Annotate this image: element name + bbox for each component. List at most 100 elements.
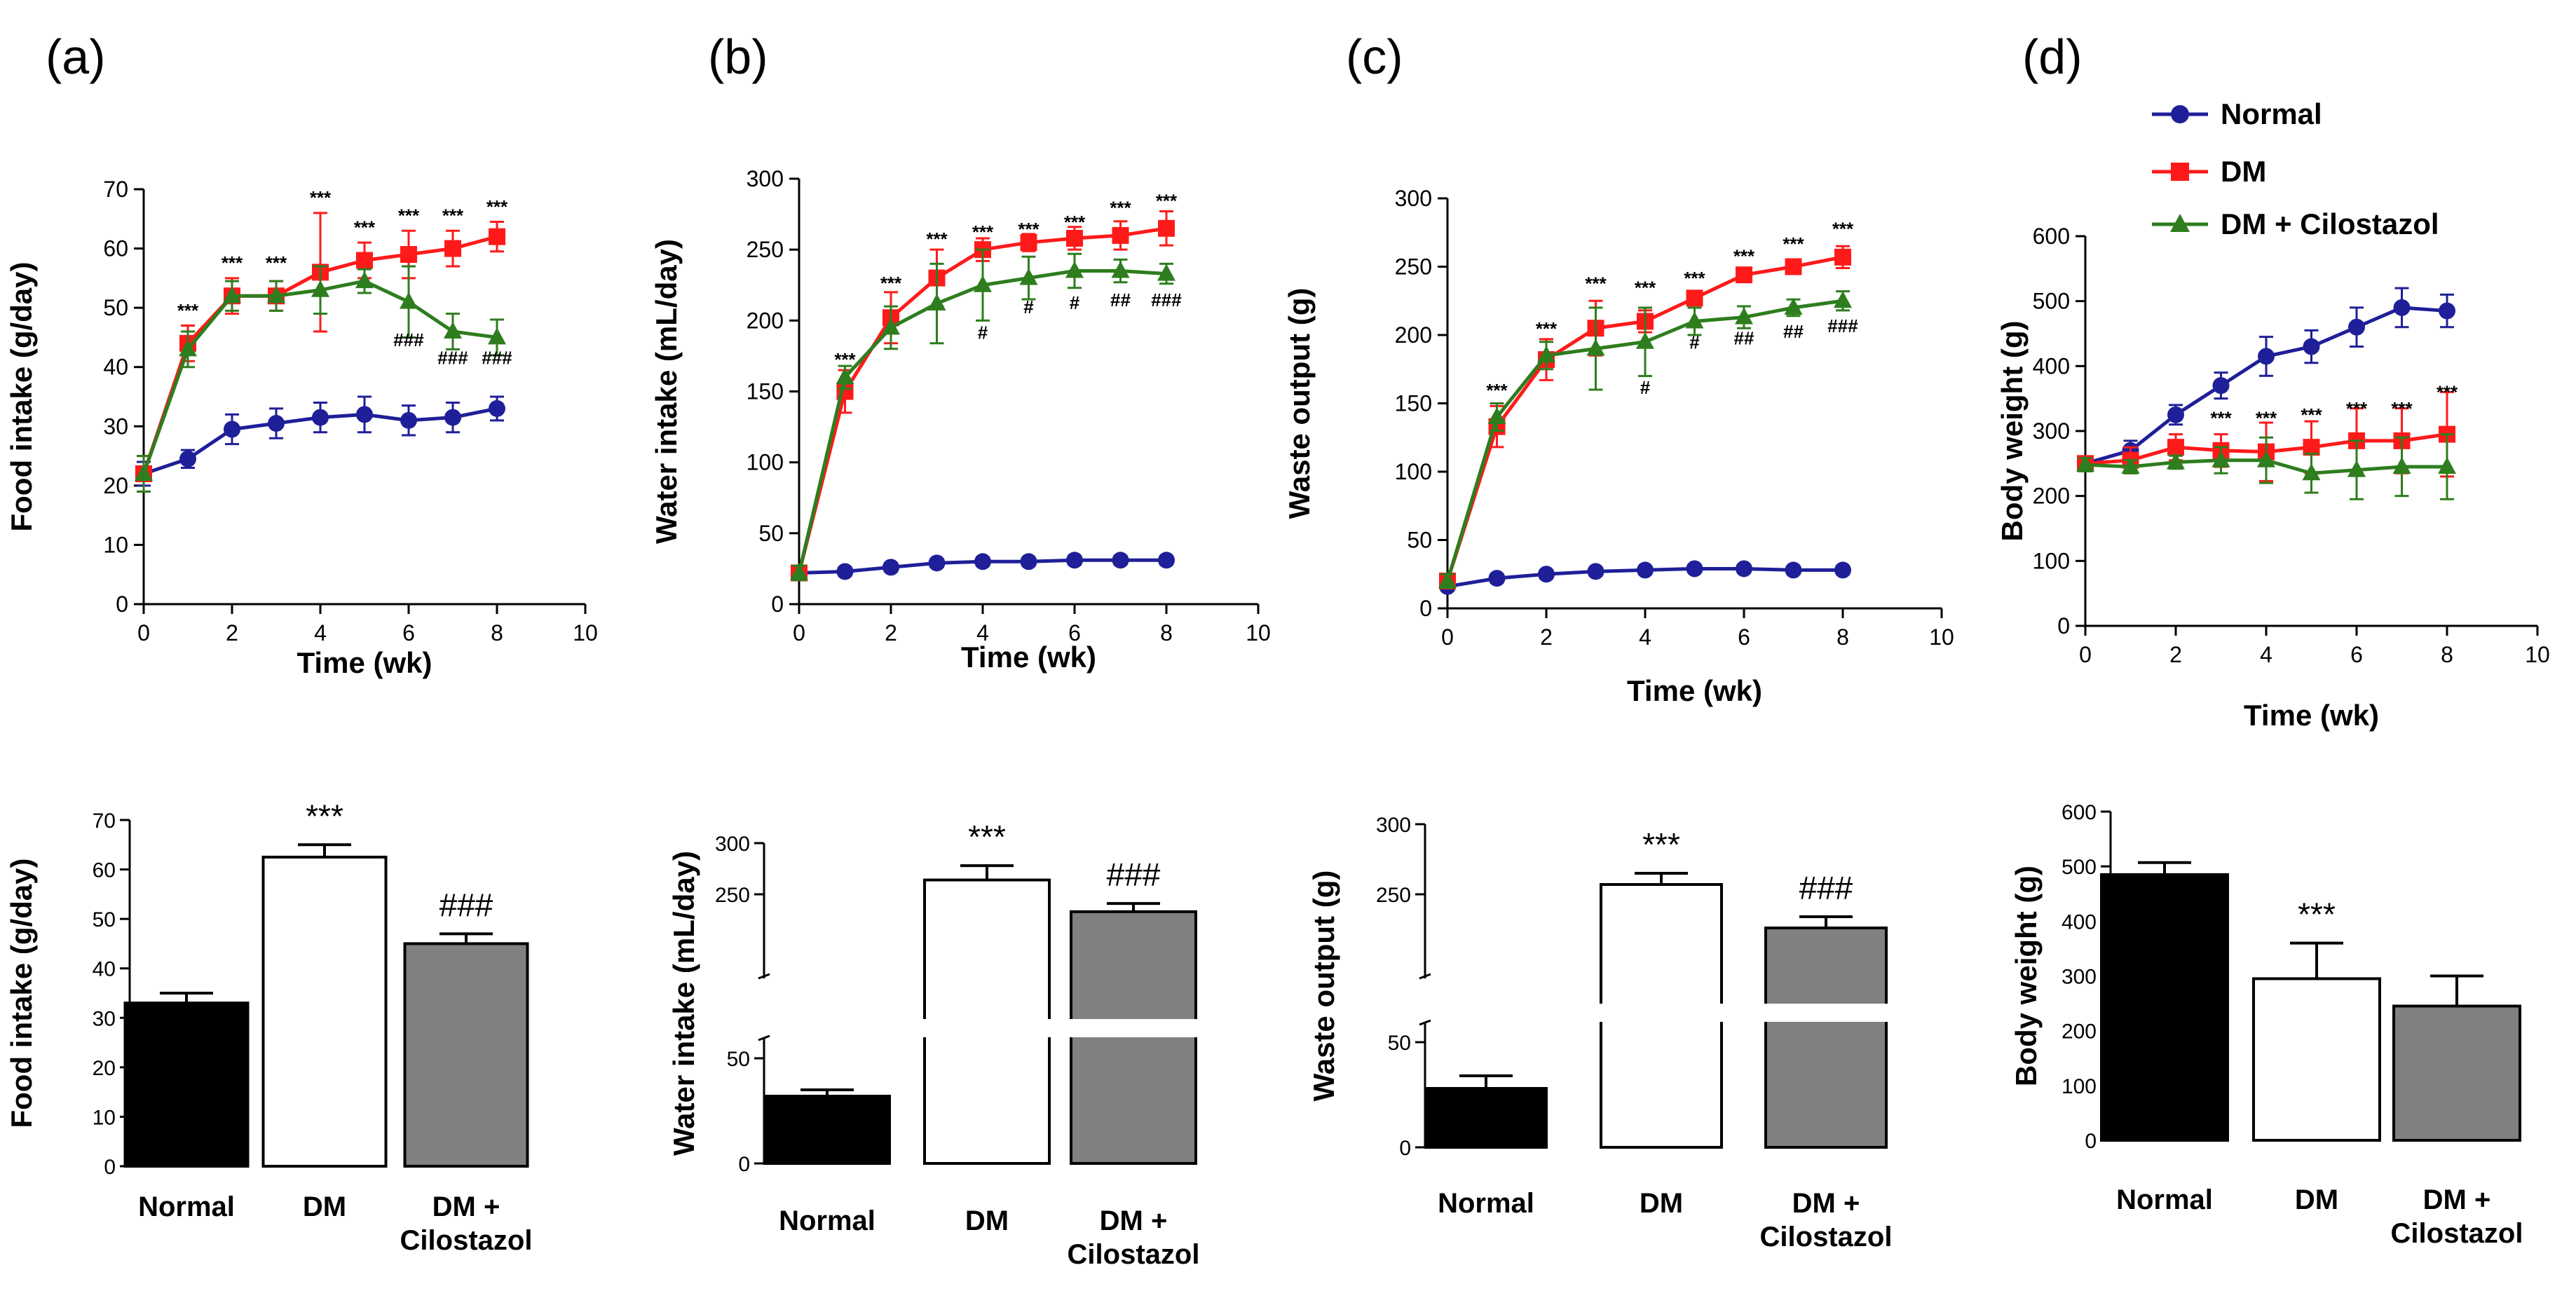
data-point [268, 415, 285, 432]
legend-label: DM [2221, 155, 2266, 188]
data-point [135, 463, 153, 481]
series-dm-cilostazol [135, 265, 506, 493]
x-tick-label: 6 [1068, 620, 1081, 645]
data-point [1587, 563, 1604, 580]
bar [763, 1095, 891, 1165]
legend: Normal DM DM + Cilostazol [2152, 97, 2439, 240]
data-point [974, 275, 992, 292]
bar [1764, 927, 1888, 1149]
x-tick-label: 10 [2525, 642, 2550, 667]
bar-break-gap [1764, 1004, 1888, 1022]
data-point [1019, 268, 1038, 285]
x-axis-label: Time (wk) [2244, 699, 2379, 732]
x-tick-label: 2 [1540, 624, 1553, 650]
data-point [1785, 258, 1802, 275]
significance-label: # [1023, 296, 1034, 317]
data-point [400, 292, 418, 309]
data-point [179, 450, 196, 467]
panel-4-bar-chart: 0 100 200 300 400 500 600 Body weight (g) Normal… [2010, 801, 2523, 1249]
x-tick-label: 4 [314, 620, 327, 645]
significance-label: *** [486, 196, 508, 217]
data-point [1066, 229, 1083, 247]
data-point [974, 553, 991, 570]
significance-label: ### [437, 347, 468, 368]
y-tick-label: 0 [104, 1156, 116, 1179]
category-label: DM + [1100, 1205, 1168, 1236]
y-tick-label: 200 [2062, 1020, 2097, 1044]
data-point [400, 411, 417, 429]
y-tick-label: 50 [93, 908, 116, 931]
significance-label: *** [1018, 219, 1040, 240]
significance-label: ### [393, 329, 424, 350]
bar [1070, 910, 1197, 1165]
category-label: Cilostazol [1760, 1222, 1893, 1252]
data-point [882, 317, 900, 335]
y-tick-label: 0 [1399, 1137, 1411, 1160]
legend-label: DM + Cilostazol [2221, 207, 2439, 240]
y-tick-label: 50 [1407, 528, 1432, 553]
legend-marker [2171, 163, 2189, 181]
category-label: Cilostazol [400, 1225, 533, 1256]
bar-significance-label: ### [1799, 870, 1853, 906]
category-label: Normal [779, 1205, 875, 1236]
y-tick-label: 70 [103, 177, 128, 202]
significance-label: *** [926, 228, 948, 250]
data-point [2076, 455, 2094, 472]
y-tick-label: 100 [2062, 1075, 2097, 1098]
y-tick-label: 0 [2057, 613, 2070, 638]
significance-label: *** [222, 252, 243, 273]
y-tick-label: 150 [1395, 391, 1432, 416]
y-tick-label: 300 [747, 166, 784, 191]
y-tick-label: 100 [747, 450, 784, 475]
y-tick-label: 200 [747, 308, 784, 333]
x-tick-label: 8 [1836, 624, 1849, 650]
significance-label: *** [1783, 233, 1804, 254]
x-tick-label: 4 [2260, 642, 2272, 667]
bar-significance-label: *** [968, 819, 1006, 855]
data-point [1111, 261, 1130, 278]
significance-label: *** [2391, 398, 2413, 419]
significance-label: # [978, 322, 988, 343]
y-tick-label: 0 [116, 592, 128, 617]
y-tick-label: 60 [93, 859, 116, 882]
data-point [1438, 571, 1457, 588]
data-point [444, 409, 461, 426]
y-tick-label: 70 [93, 809, 116, 833]
x-axis-label: Time (wk) [961, 641, 1096, 674]
y-tick-label: 50 [727, 1048, 750, 1071]
data-point [488, 327, 506, 345]
data-point [836, 563, 854, 580]
data-point [1736, 560, 1752, 578]
legend-marker [2170, 214, 2190, 232]
bar [403, 942, 529, 1168]
x-axis-label: Time (wk) [297, 646, 432, 679]
series-dm-cilostazol [1438, 290, 1852, 589]
series-normal [791, 552, 1175, 582]
x-tick-label: 4 [1639, 624, 1651, 650]
x-tick-label: 6 [402, 620, 415, 645]
legend-label: Normal [2221, 97, 2322, 130]
y-tick-label: 20 [93, 1057, 116, 1080]
data-point [356, 252, 373, 269]
x-tick-label: 10 [1929, 624, 1954, 650]
panel-2-line-chart: (b) 0 50 100 150 200 250 300 0 2 4 6 8 10 Time (wk) Wat… [650, 29, 1271, 674]
data-point [2121, 456, 2140, 474]
data-point [489, 228, 505, 245]
y-tick-label: 30 [103, 414, 128, 439]
y-axis-label: Food intake (g/day) [5, 858, 38, 1128]
significance-label: ### [482, 347, 512, 368]
significance-label: *** [442, 205, 464, 226]
bar [123, 1002, 250, 1168]
significance-label: ## [1734, 328, 1754, 349]
significance-label: *** [2301, 404, 2322, 425]
y-tick-label: 30 [93, 1007, 116, 1030]
significance-label: *** [2437, 382, 2458, 403]
bar-significance-label: *** [306, 798, 343, 834]
data-point [179, 339, 197, 357]
y-tick-label: 10 [103, 532, 128, 557]
y-axis-label: Waste output (g) [1307, 870, 1340, 1102]
significance-label: ### [1827, 315, 1858, 336]
significance-label: *** [398, 205, 420, 226]
